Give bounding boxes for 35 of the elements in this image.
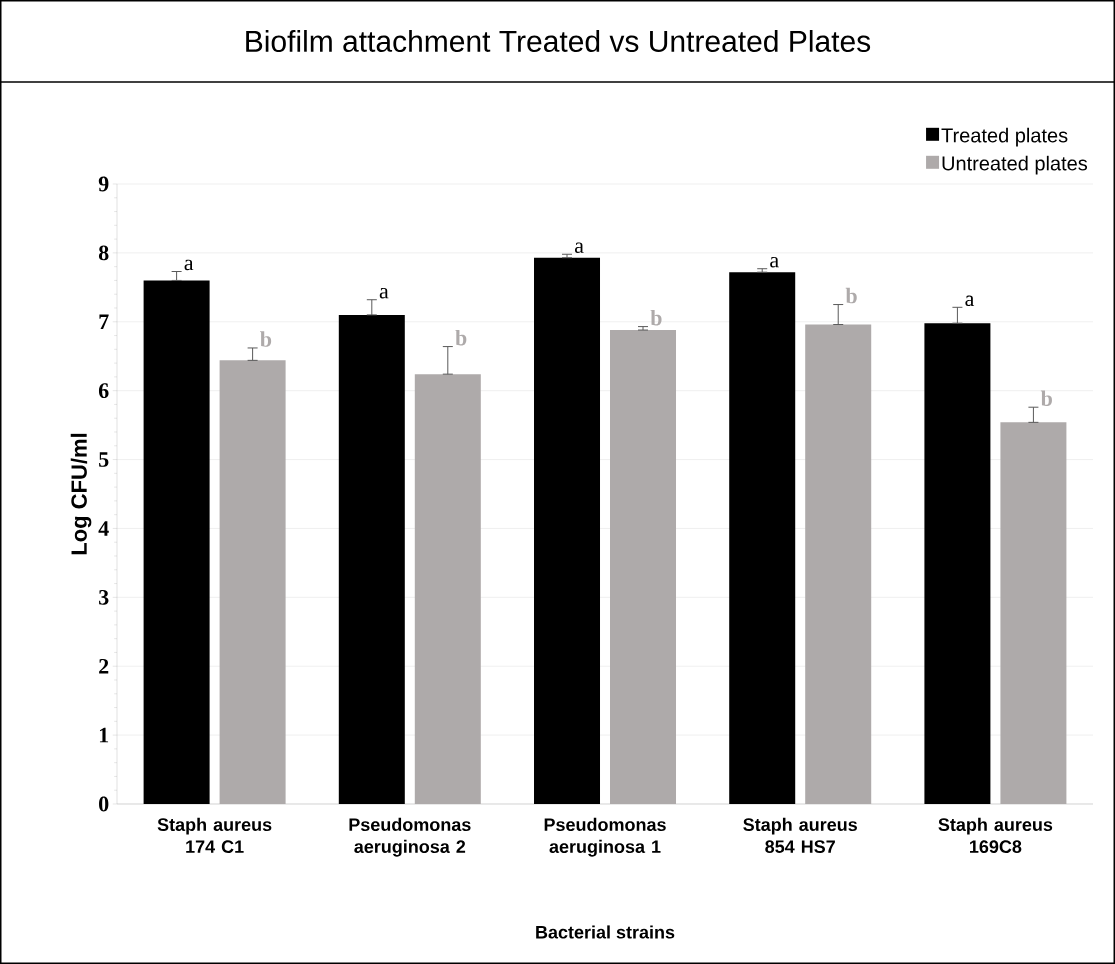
data-label: b [1040, 390, 1052, 406]
y-tick-label: 9 [98, 176, 109, 192]
data-label: b [650, 309, 662, 326]
y-axis-title: Log CFU/ml [70, 433, 92, 555]
legend-label: Treated plates [941, 127, 1068, 147]
data-label: a [770, 256, 779, 268]
y-tick-label: 7 [99, 314, 109, 329]
bar [534, 257, 601, 804]
x-axis-title: Bacterial strains [536, 925, 675, 939]
bar [729, 272, 796, 804]
y-tick-label: 0 [99, 796, 109, 812]
bar [143, 280, 210, 804]
bar [924, 323, 991, 804]
chart-title: Biofilm attachment Treated vs Untreated Plates [246, 29, 871, 53]
x-tick-label: Pseudomonas aeruginosa 1 [544, 817, 666, 857]
data-label: a [379, 287, 389, 299]
y-tick-label: 1 [99, 727, 109, 743]
y-tick-label: 3 [99, 589, 109, 605]
y-tick-label: 4 [98, 521, 109, 536]
x-tick-label: Staph aureus 854 HS7 [743, 817, 857, 854]
legend-label: Untreated plates [942, 155, 1088, 175]
data-label: b [260, 331, 272, 347]
data-label: a [965, 295, 975, 307]
data-label: b [455, 329, 467, 346]
y-tick-label: 6 [98, 383, 109, 399]
x-tick-label: Staph aureus 169C8 [938, 817, 1053, 854]
y-tick-label: 5 [99, 452, 109, 467]
bar [338, 314, 405, 804]
data-label: b [845, 287, 857, 304]
y-tick-label: 2 [99, 658, 109, 674]
x-tick-label: Staph aureus 174 C1 [157, 817, 272, 854]
x-tick-label: Pseudomonas aeruginosa 2 [349, 817, 471, 857]
y-tick-label: 8 [98, 245, 109, 261]
data-label: a [574, 242, 584, 254]
data-label: a [184, 259, 194, 271]
